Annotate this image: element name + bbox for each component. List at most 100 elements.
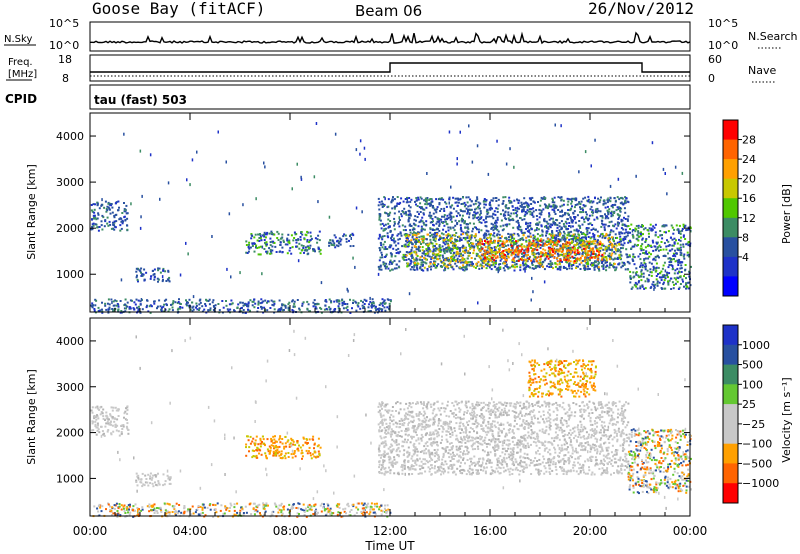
- scatter-cell: [91, 302, 94, 305]
- scatter-cell: [504, 196, 507, 199]
- scatter-cell: [189, 308, 192, 311]
- scatter-cell: [551, 255, 554, 258]
- scatter-cell: [473, 226, 476, 229]
- scatter-cell: [475, 239, 477, 242]
- scatter-cell: [380, 251, 383, 254]
- scatter-cell: [686, 251, 689, 254]
- scatter-cell: [577, 229, 580, 232]
- scatter-cell: [378, 247, 381, 249]
- scatter-cell: [383, 248, 386, 251]
- scatter-cell: [511, 260, 514, 263]
- scatter-cell: [587, 257, 590, 259]
- scatter-cell: [492, 263, 495, 266]
- scatter-cell: [677, 264, 680, 266]
- scatter-cell: [677, 249, 680, 252]
- scatter-cell: [460, 233, 463, 236]
- scatter-cell: [112, 223, 115, 226]
- scatter-cell: [452, 246, 455, 249]
- scatter-cell: [402, 200, 405, 203]
- scatter-cell: [414, 224, 417, 227]
- scatter-cell: [91, 210, 94, 213]
- scatter-cell: [275, 251, 278, 253]
- scatter-cell: [513, 266, 516, 269]
- scatter-cell: [493, 250, 496, 252]
- scatter-cell: [685, 277, 687, 280]
- scatter-cell: [429, 241, 432, 244]
- scatter-cell: [488, 215, 491, 218]
- scatter-cell: [337, 242, 340, 245]
- scatter-cell: [576, 203, 579, 206]
- scatter-cell: [557, 238, 560, 241]
- scatter-cell: [640, 245, 643, 247]
- scatter-cell: [565, 252, 568, 255]
- scatter-cell: [484, 224, 487, 227]
- scatter-cell: [544, 225, 546, 228]
- scatter-cell: [532, 215, 535, 218]
- scatter-cell: [417, 248, 420, 251]
- scatter-cell: [494, 239, 497, 242]
- scatter-cell: [460, 254, 463, 257]
- scatter-cell: [438, 197, 441, 200]
- scatter-cell: [107, 308, 110, 311]
- scatter-cell: [676, 228, 679, 231]
- scatter-cell: [251, 304, 254, 307]
- scatter-cell: [610, 264, 613, 266]
- scatter-cell: [319, 249, 322, 252]
- scatter-cell: [259, 302, 262, 305]
- scatter-cell: [93, 208, 96, 211]
- scatter-cell: [664, 269, 667, 273]
- scatter-cell: [453, 259, 455, 262]
- scatter-cell: [546, 265, 549, 268]
- scatter-cell: [601, 262, 603, 264]
- scatter-cell: [428, 248, 431, 251]
- scatter-cell: [281, 303, 284, 306]
- scatter-cell: [551, 236, 554, 239]
- scatter-cell: [101, 311, 104, 314]
- scatter-cell: [453, 229, 456, 232]
- scatter-cell: [607, 217, 610, 220]
- scatter-cell: [565, 241, 568, 243]
- scatter-cell: [529, 266, 531, 269]
- scatter-cell: [520, 230, 523, 233]
- scatter-cell: [534, 258, 537, 261]
- scatter-cell: [566, 218, 569, 221]
- scatter-cell: [169, 477, 172, 480]
- scatter-cell: [420, 207, 422, 210]
- scatter-cell: [555, 234, 558, 237]
- scatter-cell: [479, 202, 482, 205]
- scatter-cell: [608, 221, 611, 224]
- scatter-cell: [670, 224, 673, 227]
- scatter-cell: [521, 252, 523, 255]
- scatter-cell: [523, 254, 525, 257]
- scatter-cell: [426, 233, 429, 236]
- scatter-cell: [554, 222, 557, 224]
- scatter-cell: [415, 258, 418, 261]
- scatter-cell: [100, 224, 103, 227]
- scatter-cell: [508, 223, 511, 226]
- scatter-cell: [557, 232, 560, 234]
- scatter-cell: [629, 228, 631, 230]
- scatter-cell: [347, 289, 349, 293]
- scatter-cell: [390, 201, 393, 204]
- scatter-cell: [587, 227, 590, 230]
- scatter-cell: [110, 406, 113, 409]
- scatter-cell: [418, 206, 421, 209]
- scatter-cell: [519, 228, 522, 231]
- scatter-cell: [640, 262, 643, 265]
- scatter-cell: [602, 223, 604, 226]
- scatter-cell: [420, 243, 422, 245]
- scatter-cell: [104, 425, 107, 428]
- scatter-cell: [469, 204, 472, 207]
- scatter-cell: [661, 225, 664, 228]
- scatter-cell: [478, 239, 481, 241]
- scatter-cell: [572, 264, 575, 266]
- scatter-cell: [616, 196, 619, 199]
- scatter-cell: [649, 268, 652, 271]
- scatter-cell: [420, 268, 423, 271]
- scatter-cell: [637, 224, 640, 227]
- scatter-cell: [107, 206, 110, 209]
- scatter-cell: [355, 206, 358, 210]
- scatter-cell: [119, 229, 122, 232]
- scatter-cell: [627, 241, 630, 244]
- scatter-cell: [527, 249, 530, 252]
